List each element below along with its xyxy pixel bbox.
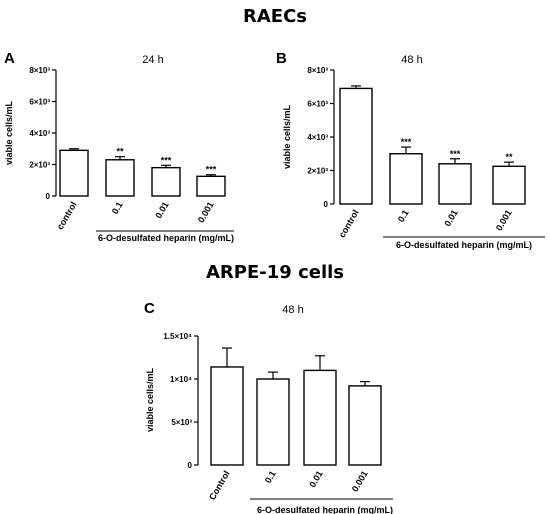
panel-b-chart: B 48 h 0 2×10³ 4×10³ 6×10³ 8×10³ viable cells/m… [276, 50, 545, 250]
y-tick-label: 6×10³ [307, 100, 328, 109]
y-axis-label: viable cells/mL [282, 104, 292, 169]
bar [339, 87, 373, 205]
bar [256, 378, 290, 466]
top-section-title: RAECs [243, 6, 307, 27]
bar [492, 165, 526, 205]
y-tick-label: 0 [324, 200, 329, 209]
category-label: 0.1 [396, 208, 411, 224]
category-label: 0.001 [350, 469, 370, 494]
x-axis-label: 6-O-desulfated heparin (mg/mL) [98, 233, 234, 243]
bottom-section-title: ARPE-19 cells [206, 262, 344, 283]
panel-subtitle: 24 h [142, 54, 163, 66]
category-label: 0.1 [263, 469, 278, 485]
panel-c-chart: C 48 h 0 5×10³ 1×10⁴ 1.5×10⁴ viable cells/mL Co… [144, 300, 393, 514]
y-tick-label: 4×10³ [29, 129, 50, 138]
y-tick-label: 6×10³ [29, 98, 50, 107]
bar [151, 166, 181, 197]
panel-letter: B [276, 50, 287, 67]
y-tick-label: 8×10³ [29, 66, 50, 75]
y-tick-label: 4×10³ [307, 133, 328, 142]
x-axis-label: 6-O-desulfated heparin (mg/mL) [257, 505, 393, 514]
y-axis-label: viable cells/mL [145, 367, 155, 432]
category-label: 0.001 [196, 200, 216, 225]
panel-a-chart: A 24 h 0 2×10³ 4×10³ 6×10³ 8×10³ viable cells/m… [4, 50, 234, 243]
panel-subtitle: 48 h [282, 304, 303, 316]
bar [210, 366, 244, 466]
y-tick-label: 2×10³ [307, 167, 328, 176]
bar [348, 385, 382, 466]
significance-marker: *** [206, 165, 217, 175]
y-axis-label: viable cells/mL [4, 100, 14, 165]
y-tick-label: 0 [46, 192, 51, 201]
bar [438, 163, 472, 205]
category-label: 0.01 [442, 208, 459, 228]
panel-letter: A [4, 50, 15, 67]
y-tick-label: 1×10⁴ [170, 375, 192, 384]
significance-marker: *** [161, 155, 172, 165]
significance-marker: *** [450, 149, 461, 159]
y-tick-label: 8×10³ [307, 66, 328, 75]
bar [389, 153, 423, 205]
category-label: control [337, 208, 361, 239]
category-label: 0.001 [494, 208, 514, 233]
significance-marker: ** [505, 152, 513, 162]
category-label: 0.01 [307, 469, 324, 489]
bar [105, 159, 135, 197]
y-tick-label: 1.5×10⁴ [163, 332, 192, 341]
y-tick-label: 0 [188, 461, 193, 470]
panel-subtitle: 48 h [401, 54, 422, 66]
bar [59, 149, 89, 197]
significance-marker: ** [116, 147, 124, 157]
y-tick-label: 5×10³ [171, 418, 192, 427]
panel-letter: C [144, 300, 155, 317]
significance-marker: *** [401, 137, 412, 147]
category-label: Control [207, 469, 232, 502]
category-label: control [55, 200, 79, 231]
category-label: 0.01 [153, 200, 170, 220]
bar [196, 175, 226, 197]
category-label: 0.1 [110, 200, 125, 216]
bar [303, 369, 337, 466]
x-axis-label: 6-O-desulfated heparin (mg/mL) [396, 240, 532, 250]
y-tick-label: 2×10³ [29, 161, 50, 170]
